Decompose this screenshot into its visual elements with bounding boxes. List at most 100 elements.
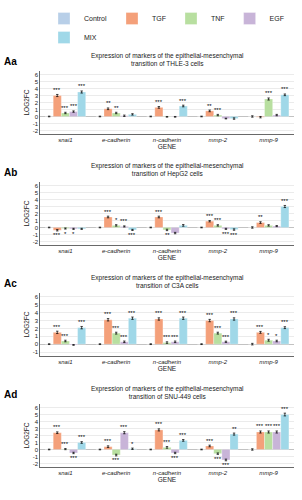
svg-text:***: *** xyxy=(265,90,273,96)
svg-text:***: *** xyxy=(120,218,128,224)
svg-text:mmp-9: mmp-9 xyxy=(259,359,278,365)
svg-text:n-cadherin: n-cadherin xyxy=(153,359,182,365)
svg-text:1: 1 xyxy=(35,440,39,446)
svg-text:2: 2 xyxy=(35,100,39,106)
svg-text:***: *** xyxy=(179,310,187,316)
svg-text:6: 6 xyxy=(35,72,39,78)
svg-text:***: *** xyxy=(155,310,163,316)
svg-text:n-cadherin: n-cadherin xyxy=(153,248,182,254)
svg-text:Control: Control xyxy=(84,15,107,22)
svg-text:Ab: Ab xyxy=(4,167,17,178)
svg-text:mmp-2: mmp-2 xyxy=(208,137,227,143)
svg-text:***: *** xyxy=(222,334,230,340)
svg-text:n-cadherin: n-cadherin xyxy=(153,137,182,143)
svg-text:TNF: TNF xyxy=(211,15,225,22)
svg-text:snai1: snai1 xyxy=(58,359,72,365)
svg-text:***: *** xyxy=(163,334,171,340)
svg-text:mmp-2: mmp-2 xyxy=(208,359,227,365)
svg-text:***: *** xyxy=(128,232,136,238)
svg-text:n-cadherin: n-cadherin xyxy=(153,470,182,476)
svg-text:5: 5 xyxy=(35,79,39,85)
svg-text:snai1: snai1 xyxy=(58,470,72,476)
svg-text:***: *** xyxy=(214,325,222,331)
svg-text:***: *** xyxy=(206,213,214,219)
svg-text:mmp-2: mmp-2 xyxy=(208,470,227,476)
svg-text:TGF: TGF xyxy=(152,15,166,22)
svg-text:***: *** xyxy=(281,198,289,204)
svg-text:LOG2FC: LOG2FC xyxy=(23,200,30,226)
svg-text:6: 6 xyxy=(35,183,39,189)
svg-text:3: 3 xyxy=(35,204,39,210)
svg-text:***: *** xyxy=(61,333,69,339)
svg-text:1: 1 xyxy=(35,107,39,113)
svg-text:mmp-9: mmp-9 xyxy=(259,248,278,254)
svg-text:***: *** xyxy=(104,311,112,317)
svg-text:5: 5 xyxy=(35,190,39,196)
svg-text:***: *** xyxy=(222,231,230,237)
svg-text:***: *** xyxy=(171,334,179,340)
svg-text:mmp-9: mmp-9 xyxy=(259,137,278,143)
svg-text:LOG2FC: LOG2FC xyxy=(23,422,30,448)
svg-text:mmp-2: mmp-2 xyxy=(208,248,227,254)
svg-text:**: ** xyxy=(207,103,212,109)
svg-text:GENE: GENE xyxy=(158,476,177,483)
svg-text:*: * xyxy=(115,217,118,223)
svg-text:***: *** xyxy=(230,310,238,316)
svg-text:LOG2FC: LOG2FC xyxy=(23,311,30,337)
svg-text:*: * xyxy=(72,231,75,237)
svg-text:***: *** xyxy=(78,83,86,89)
svg-text:1: 1 xyxy=(35,333,39,339)
svg-text:***: *** xyxy=(230,232,238,238)
svg-text:4: 4 xyxy=(35,310,39,316)
svg-text:3: 3 xyxy=(35,93,39,99)
svg-text:snai1: snai1 xyxy=(58,137,72,143)
svg-text:-1: -1 xyxy=(33,454,39,460)
svg-text:***: *** xyxy=(214,217,222,223)
svg-text:*: * xyxy=(131,441,134,447)
svg-text:***: *** xyxy=(53,324,61,330)
svg-text:***: *** xyxy=(112,457,120,463)
svg-text:6: 6 xyxy=(35,294,39,300)
svg-text:GENE: GENE xyxy=(158,254,177,261)
svg-text:Ac: Ac xyxy=(4,278,17,289)
svg-text:***: *** xyxy=(265,423,273,429)
svg-text:***: *** xyxy=(171,455,179,461)
svg-text:*: * xyxy=(64,231,67,237)
svg-text:e-cadherin: e-cadherin xyxy=(102,248,131,254)
svg-text:Aa: Aa xyxy=(4,56,17,67)
svg-text:-2: -2 xyxy=(33,461,39,467)
svg-text:4: 4 xyxy=(35,419,39,425)
svg-text:1: 1 xyxy=(35,218,39,224)
svg-text:***: *** xyxy=(281,319,289,325)
svg-text:e-cadherin: e-cadherin xyxy=(102,470,131,476)
svg-text:***: *** xyxy=(273,423,281,429)
svg-text:GENE: GENE xyxy=(158,143,177,150)
svg-text:***: *** xyxy=(78,319,86,325)
svg-text:***: *** xyxy=(53,232,61,238)
svg-text:**: ** xyxy=(106,100,111,106)
svg-text:***: *** xyxy=(104,438,112,444)
svg-text:**: ** xyxy=(258,214,263,220)
svg-text:2: 2 xyxy=(35,433,39,439)
svg-text:-2: -2 xyxy=(33,239,39,245)
svg-text:***: *** xyxy=(70,103,78,109)
svg-text:Expression of markers of the e: Expression of markers of the epithelial-… xyxy=(91,162,244,178)
svg-text:*: * xyxy=(275,333,278,339)
svg-text:***: *** xyxy=(214,107,222,113)
svg-text:***: *** xyxy=(104,209,112,215)
svg-text:0: 0 xyxy=(35,341,39,347)
svg-text:MIX: MIX xyxy=(84,34,97,41)
svg-text:Expression of markers of the e: Expression of markers of the epithelial-… xyxy=(91,274,244,289)
svg-text:mmp-9: mmp-9 xyxy=(259,470,278,476)
svg-text:*: * xyxy=(267,332,270,338)
svg-text:Expression of markers of the e: Expression of markers of the epithelial-… xyxy=(91,52,244,67)
svg-text:e-cadherin: e-cadherin xyxy=(102,137,131,143)
svg-text:0: 0 xyxy=(35,447,39,453)
svg-text:6: 6 xyxy=(35,405,39,411)
svg-text:3: 3 xyxy=(35,318,39,324)
svg-text:***: *** xyxy=(120,334,128,340)
svg-text:***: *** xyxy=(120,424,128,430)
svg-text:***: *** xyxy=(155,421,163,427)
svg-text:***: *** xyxy=(53,424,61,430)
svg-text:5: 5 xyxy=(35,412,39,418)
